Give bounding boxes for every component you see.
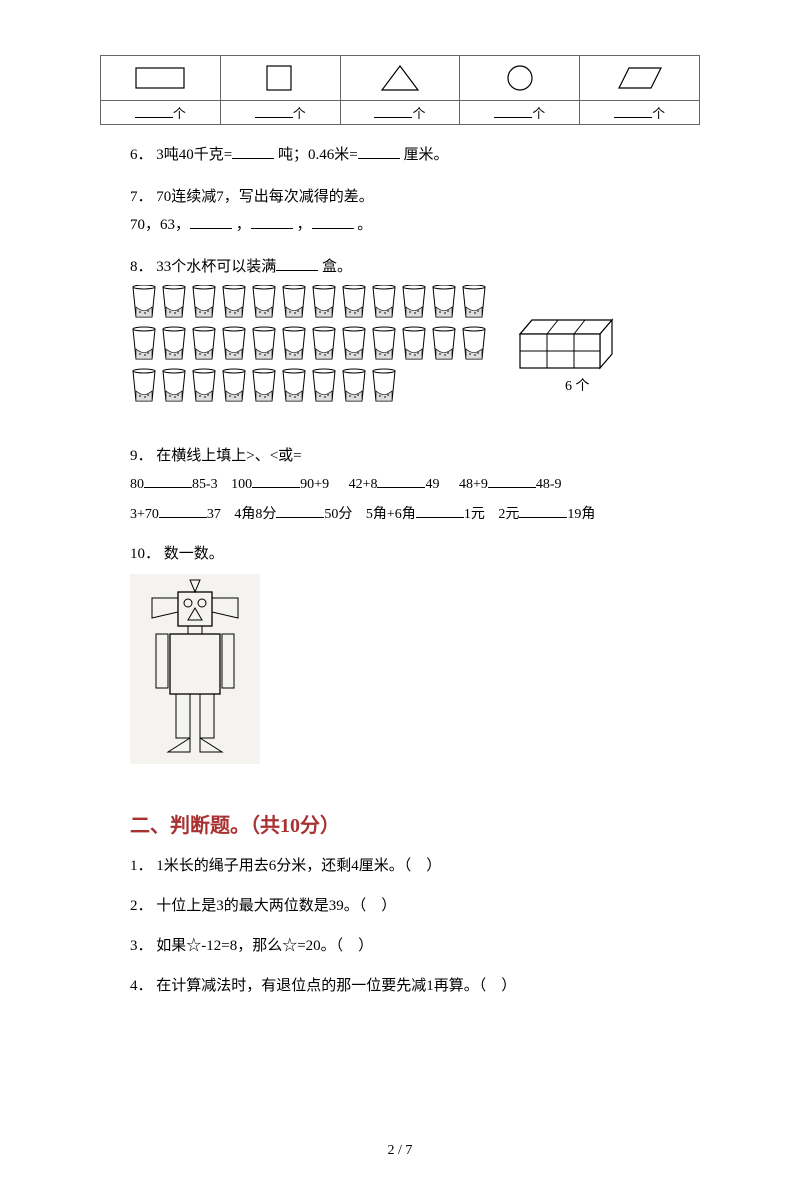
unit-2: 个 — [293, 106, 306, 121]
q7-line2d: 。 — [357, 217, 372, 233]
question-10: 10． 数一数。 — [130, 542, 700, 566]
j4-num: 4． — [130, 978, 153, 994]
j3-num: 3． — [130, 938, 153, 954]
question-9: 9． 在横线上填上>、<或= — [130, 444, 700, 468]
page-number: 2 / 7 — [0, 1143, 800, 1159]
q10-text: 数一数。 — [164, 546, 224, 562]
count-cell-3: 个 — [340, 101, 460, 125]
q7-num: 7． — [130, 189, 153, 205]
count-cell-4: 个 — [460, 101, 580, 125]
q6-num: 6． — [130, 147, 153, 163]
section-2-heading: 二、判断题。（共10分） — [130, 809, 700, 838]
circle-icon — [503, 63, 537, 93]
question-8: 8． 33个水杯可以装满 盒。 — [130, 255, 700, 279]
shape-cell-circle — [460, 56, 580, 101]
q9-a: 在横线上填上>、<或= — [156, 448, 301, 464]
j1-num: 1． — [130, 858, 153, 874]
q9-num: 9． — [130, 448, 153, 464]
q9-line1: 8085-3 10090+9 42+849 48+948-9 — [130, 472, 700, 498]
q6-c: 厘米。 — [403, 147, 448, 163]
question-7: 7． 70连续减7，写出每次减得的差。 70，63， ， ， 。 — [130, 185, 700, 237]
unit-1: 个 — [173, 106, 186, 121]
cups-svg: 6 个 — [130, 285, 630, 415]
j4-text: 在计算减法时，有退位点的那一位要先减1再算。（ ） — [156, 978, 516, 994]
q7-line2a: 70，63， — [130, 217, 190, 233]
cups-diagram: 6 个 — [130, 285, 700, 420]
j2-num: 2． — [130, 898, 153, 914]
box-icon — [520, 320, 612, 368]
question-6: 6． 3吨40千克= 吨；0.46米= 厘米。 — [130, 143, 700, 167]
robot-icon — [130, 574, 260, 764]
q8-num: 8． — [130, 259, 153, 275]
judge-2: 2． 十位上是3的最大两位数是39。（ ） — [130, 894, 700, 918]
q9-line2: 3+7037 4角8分50分 5角+6角1元 2元19角 — [130, 502, 700, 528]
box-label: 6 个 — [565, 378, 590, 394]
shape-cell-triangle — [340, 56, 460, 101]
judge-4: 4． 在计算减法时，有退位点的那一位要先减1再算。（ ） — [130, 974, 700, 998]
j1-text: 1米长的绳子用去6分米，还剩4厘米。（ ） — [156, 858, 441, 874]
q8-b: 盒。 — [322, 259, 352, 275]
shapes-table: 个 个 个 个 个 — [100, 55, 700, 125]
judge-3: 3． 如果☆-12=8，那么☆=20。（ ） — [130, 934, 700, 958]
unit-4: 个 — [532, 106, 545, 121]
square-icon — [260, 64, 300, 92]
count-cell-5: 个 — [580, 101, 700, 125]
shape-cell-square — [220, 56, 340, 101]
q7-line2c: ， — [297, 217, 312, 233]
q6-b: 吨；0.46米= — [278, 147, 358, 163]
unit-5: 个 — [652, 106, 665, 121]
count-cell-1: 个 — [101, 101, 221, 125]
q8-a: 33个水杯可以装满 — [156, 259, 276, 275]
q6-a: 3吨40千克= — [156, 147, 232, 163]
judge-1: 1． 1米长的绳子用去6分米，还剩4厘米。（ ） — [130, 854, 700, 878]
q10-num: 10． — [130, 546, 160, 562]
shape-cell-rectangle — [101, 56, 221, 101]
q7-line2b: ， — [236, 217, 251, 233]
shape-cell-parallelogram — [580, 56, 700, 101]
triangle-icon — [378, 63, 422, 93]
rectangle-icon — [130, 64, 190, 92]
j2-text: 十位上是3的最大两位数是39。（ ） — [156, 898, 396, 914]
count-cell-2: 个 — [220, 101, 340, 125]
parallelogram-icon — [615, 64, 665, 92]
unit-3: 个 — [412, 106, 425, 121]
j3-text: 如果☆-12=8，那么☆=20。（ ） — [156, 938, 373, 954]
q7-a: 70连续减7，写出每次减得的差。 — [156, 189, 374, 205]
robot-diagram — [130, 574, 700, 769]
